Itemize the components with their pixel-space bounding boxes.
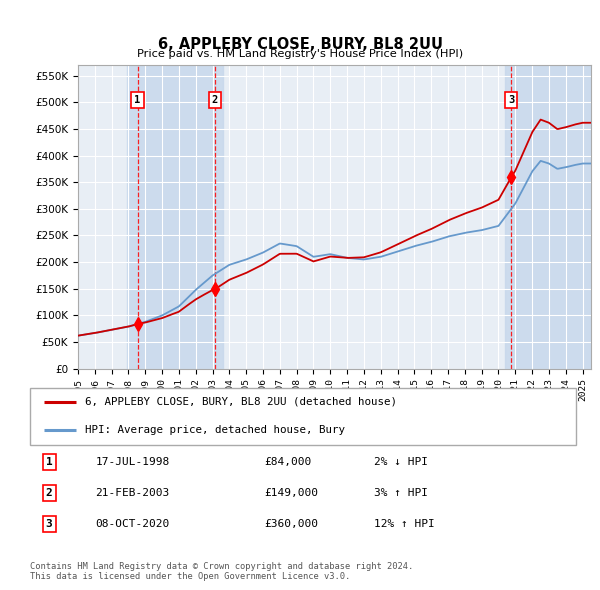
- Text: Price paid vs. HM Land Registry's House Price Index (HPI): Price paid vs. HM Land Registry's House …: [137, 49, 463, 59]
- Text: 3: 3: [508, 95, 515, 105]
- Text: 3: 3: [46, 519, 52, 529]
- Text: 2: 2: [212, 95, 218, 105]
- Text: 12% ↑ HPI: 12% ↑ HPI: [374, 519, 435, 529]
- Text: 6, APPLEBY CLOSE, BURY, BL8 2UU: 6, APPLEBY CLOSE, BURY, BL8 2UU: [157, 37, 443, 51]
- Text: HPI: Average price, detached house, Bury: HPI: Average price, detached house, Bury: [85, 425, 344, 435]
- Text: 08-OCT-2020: 08-OCT-2020: [95, 519, 170, 529]
- Text: 2: 2: [46, 488, 52, 498]
- Text: 21-FEB-2003: 21-FEB-2003: [95, 488, 170, 498]
- FancyBboxPatch shape: [30, 388, 576, 445]
- Text: 17-JUL-1998: 17-JUL-1998: [95, 457, 170, 467]
- Bar: [505, 65, 591, 369]
- Text: 3% ↑ HPI: 3% ↑ HPI: [374, 488, 428, 498]
- Bar: [127, 65, 223, 369]
- Text: £149,000: £149,000: [265, 488, 319, 498]
- Text: Contains HM Land Registry data © Crown copyright and database right 2024.
This d: Contains HM Land Registry data © Crown c…: [30, 562, 413, 581]
- Text: 2% ↓ HPI: 2% ↓ HPI: [374, 457, 428, 467]
- Text: 1: 1: [134, 95, 140, 105]
- Text: 1: 1: [46, 457, 52, 467]
- Text: £360,000: £360,000: [265, 519, 319, 529]
- Text: £84,000: £84,000: [265, 457, 312, 467]
- Text: 6, APPLEBY CLOSE, BURY, BL8 2UU (detached house): 6, APPLEBY CLOSE, BURY, BL8 2UU (detache…: [85, 396, 397, 407]
